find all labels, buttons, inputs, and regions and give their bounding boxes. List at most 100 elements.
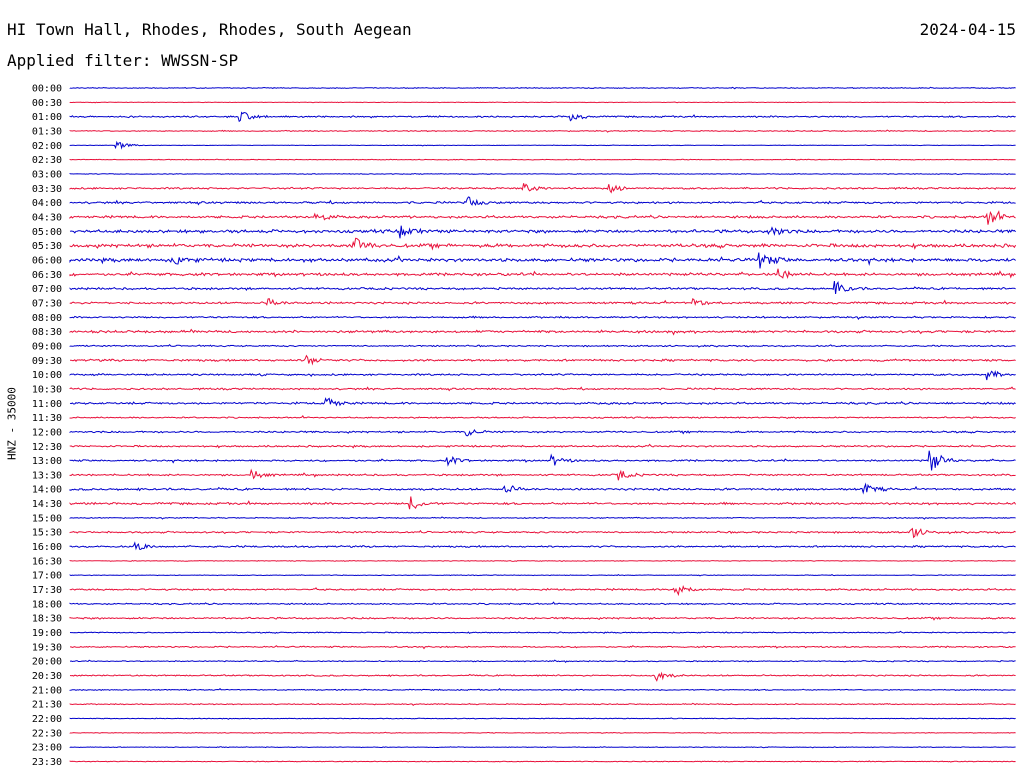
- row-time-label: 13:00: [32, 456, 62, 467]
- seismic-trace-row: [69, 702, 1016, 706]
- seismic-trace-row: [69, 196, 1016, 206]
- row-time-label: 02:30: [32, 155, 62, 166]
- seismic-trace-row: [69, 158, 1016, 161]
- row-time-label: 05:00: [32, 227, 62, 238]
- seismic-trace-row: [69, 101, 1016, 104]
- row-time-label: 09:00: [32, 341, 62, 352]
- seismic-trace-row: [69, 297, 1016, 306]
- row-time-label: 00:30: [32, 98, 62, 109]
- seismic-trace-row: [69, 717, 1016, 720]
- row-time-label: 14:30: [32, 499, 62, 510]
- row-time-label: 10:30: [32, 384, 62, 395]
- row-time-label: 00:00: [32, 84, 62, 95]
- seismic-trace-row: [69, 573, 1016, 577]
- row-time-label: 03:30: [32, 184, 62, 195]
- seismic-trace-row: [69, 268, 1016, 279]
- trace-rows: 00:00 00:30 01:00 01:30 02:00 02:30 03:00 03:30…: [32, 84, 1017, 768]
- seismic-trace-row: [69, 516, 1016, 520]
- seismic-trace-row: [69, 252, 1016, 269]
- seismic-trace-row: [69, 468, 1016, 481]
- row-time-label: 05:30: [32, 241, 62, 252]
- row-time-label: 08:00: [32, 313, 62, 324]
- row-time-label: 20:30: [32, 671, 62, 682]
- seismic-trace-row: [70, 645, 1016, 650]
- seismic-trace-row: [69, 328, 1016, 336]
- row-time-label: 20:00: [32, 657, 62, 668]
- row-time-label: 01:00: [32, 112, 62, 123]
- row-time-label: 12:30: [32, 442, 62, 453]
- seismic-trace-row: [69, 281, 1016, 294]
- seismic-trace-row: [69, 616, 1016, 621]
- seismic-trace-row: [69, 111, 1016, 123]
- row-time-label: 19:30: [32, 642, 62, 653]
- seismic-trace-row: [69, 354, 1016, 366]
- seismic-trace-row: [69, 746, 1016, 749]
- seismic-trace-row: [69, 210, 1016, 225]
- row-time-label: 07:30: [32, 298, 62, 309]
- seismic-trace-row: [69, 731, 1016, 734]
- row-time-label: 21:30: [32, 700, 62, 711]
- row-time-label: 06:00: [32, 255, 62, 266]
- row-time-label: 16:00: [32, 542, 62, 553]
- seismic-trace-row: [69, 687, 1016, 692]
- seismic-trace-row: [69, 225, 1016, 239]
- seismic-trace-row: [69, 237, 1017, 251]
- station-title: HI Town Hall, Rhodes, Rhodes, South Aege…: [7, 20, 412, 39]
- seismic-trace-row: [69, 584, 1016, 597]
- row-time-label: 13:30: [32, 470, 62, 481]
- row-time-label: 21:00: [32, 685, 62, 696]
- seismic-trace-row: [69, 760, 1016, 763]
- seismic-trace-row: [69, 343, 1016, 348]
- date-label: 2024-04-15: [919, 20, 1016, 39]
- row-time-label: 02:00: [32, 141, 62, 152]
- row-time-label: 22:00: [32, 714, 62, 725]
- row-time-label: 17:00: [32, 571, 62, 582]
- row-time-label: 15:30: [32, 528, 62, 539]
- row-time-label: 08:30: [32, 327, 62, 338]
- row-time-label: 14:00: [32, 485, 62, 496]
- seismic-trace-row: [69, 129, 1016, 133]
- row-time-label: 09:30: [32, 356, 62, 367]
- seismic-trace-row: [69, 86, 1016, 90]
- seismic-trace-row: [69, 527, 1016, 539]
- seismic-trace-row: [69, 183, 1016, 194]
- row-time-label: 16:30: [32, 556, 62, 567]
- seismic-trace-row: [69, 659, 1016, 664]
- seismic-trace-row: [69, 630, 1016, 635]
- row-time-label: 11:30: [32, 413, 62, 424]
- filter-label: Applied filter: WWSSN-SP: [7, 51, 239, 70]
- row-time-label: 11:00: [32, 399, 62, 410]
- row-time-label: 23:00: [32, 743, 62, 754]
- seismic-trace-row: [69, 671, 1016, 682]
- row-time-label: 04:00: [32, 198, 62, 209]
- seismic-trace-row: [69, 429, 1016, 437]
- seismic-trace-row: [69, 415, 1016, 419]
- seismic-trace-row: [69, 496, 1017, 510]
- seismic-trace-row: [69, 541, 1016, 551]
- seismic-trace-row: [69, 443, 1016, 449]
- row-time-label: 06:30: [32, 270, 62, 281]
- row-time-label: 12:00: [32, 427, 62, 438]
- row-time-label: 10:00: [32, 370, 62, 381]
- row-time-label: 22:30: [32, 728, 62, 739]
- seismic-trace-row: [69, 397, 1016, 407]
- seismic-trace-row: [69, 140, 1016, 150]
- row-time-label: 07:00: [32, 284, 62, 295]
- row-time-label: 18:00: [32, 599, 62, 610]
- row-time-label: 15:00: [32, 513, 62, 524]
- seismic-trace-row: [69, 370, 1016, 381]
- row-time-label: 18:30: [32, 614, 62, 625]
- row-time-label: 19:00: [32, 628, 62, 639]
- seismic-trace-row: [69, 559, 1016, 563]
- seismic-trace-row: [69, 386, 1016, 392]
- row-time-label: 01:30: [32, 126, 62, 137]
- seismic-trace-row: [69, 450, 1016, 471]
- seismic-trace-row: [69, 315, 1016, 320]
- seismic-trace-row: [69, 173, 1016, 176]
- seismic-trace-row: [69, 601, 1016, 606]
- row-time-label: 03:00: [32, 169, 62, 180]
- row-time-label: 23:30: [32, 757, 62, 768]
- row-time-label: 17:30: [32, 585, 62, 596]
- row-time-label: 04:30: [32, 212, 62, 223]
